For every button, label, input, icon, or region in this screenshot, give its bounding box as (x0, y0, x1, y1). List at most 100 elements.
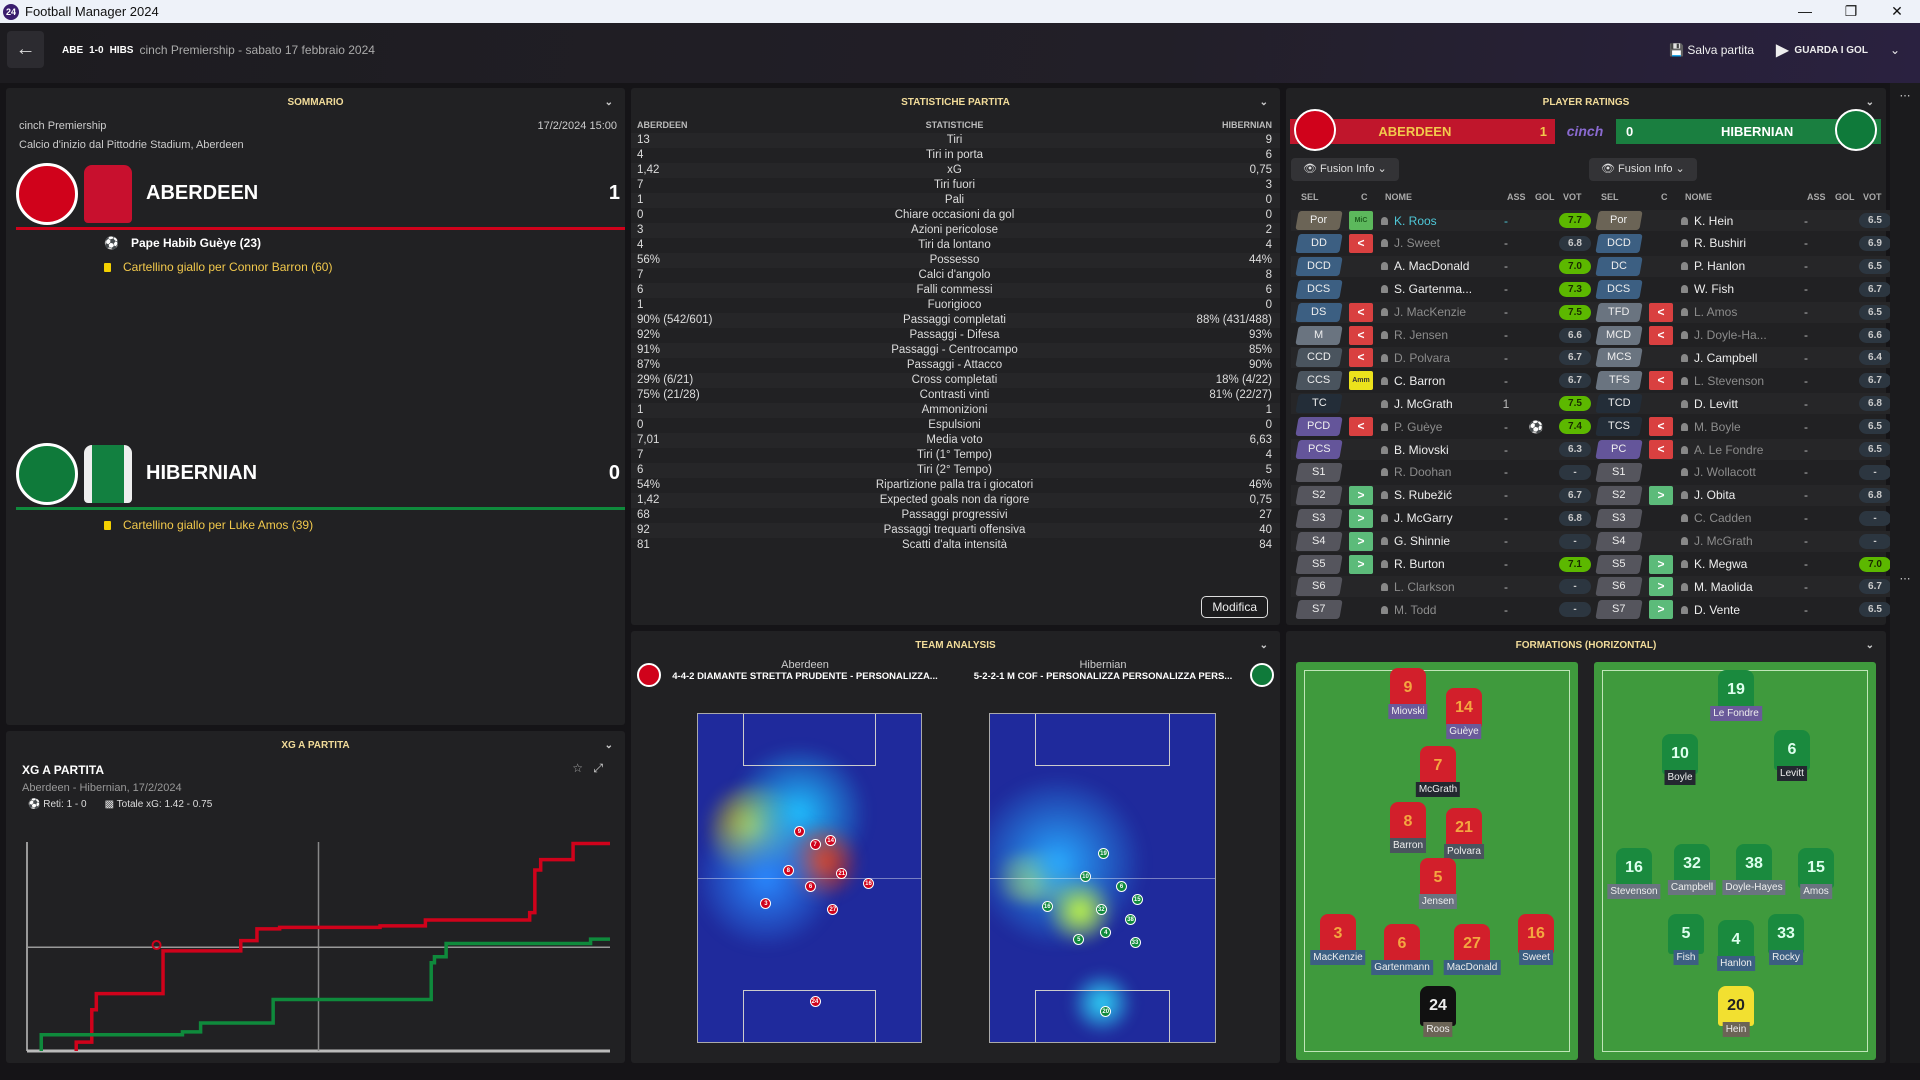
player-name[interactable]: K. Hein (1681, 214, 1793, 228)
player-name[interactable]: D. Levitt (1681, 397, 1793, 411)
player-name[interactable]: M. Todd (1381, 603, 1493, 617)
player-name[interactable]: L. Amos (1681, 305, 1793, 319)
player-name[interactable]: A. MacDonald (1381, 259, 1493, 273)
formation-player[interactable]: 6 Gartenmann (1371, 924, 1433, 975)
formation-player[interactable]: 32 Campbell (1662, 844, 1722, 895)
player-name[interactable]: B. Miovski (1381, 443, 1493, 457)
formation-player[interactable]: 4 Hanlon (1706, 920, 1766, 971)
player-name[interactable]: J. Sweet (1381, 236, 1493, 250)
player-row[interactable]: DC P. Hanlon - 6.5 (1591, 255, 1891, 277)
player-row[interactable]: DCD A. MacDonald - 7.0 (1291, 255, 1591, 277)
col-gol[interactable]: GOL (1535, 192, 1555, 202)
player-row[interactable]: CCS Amm C. Barron - 6.7 (1291, 370, 1591, 391)
minimize-icon[interactable]: — (1798, 3, 1812, 19)
player-name[interactable]: R. Bushiri (1681, 236, 1793, 250)
chevron-down-icon[interactable]: ⌄ (1865, 640, 1874, 651)
formation-player[interactable]: 5 Jensen (1408, 858, 1468, 909)
edit-button[interactable]: Modifica (1201, 596, 1268, 618)
player-row[interactable]: TCS < M. Boyle - 6.5 (1591, 416, 1891, 437)
player-row[interactable]: TC J. McGrath 1 7.5 (1291, 393, 1591, 415)
col-c[interactable]: C (1661, 192, 1668, 202)
player-row[interactable]: S6 L. Clarkson - - (1291, 576, 1591, 598)
save-match-button[interactable]: 💾 Salva partita (1669, 43, 1754, 57)
formation-player[interactable]: 33 Rocky (1756, 914, 1816, 965)
player-row[interactable]: S1 R. Doohan - - (1291, 462, 1591, 483)
player-name[interactable]: D. Vente (1681, 603, 1793, 617)
formation-player[interactable]: 16 Sweet (1506, 914, 1566, 965)
player-name[interactable]: J. Doyle-Ha... (1681, 328, 1793, 342)
formation-player[interactable]: 10 Boyle (1650, 734, 1710, 785)
col-ass[interactable]: ASS (1507, 192, 1526, 202)
player-row[interactable]: DCS W. Fish - 6.7 (1591, 279, 1891, 300)
player-row[interactable]: MCS J. Campbell - 6.4 (1591, 347, 1891, 369)
player-name[interactable]: P. Hanlon (1681, 259, 1793, 273)
chevron-down-icon[interactable]: ⌄ (1865, 97, 1874, 108)
watch-goals-button[interactable]: ▶ GUARDA I GOL (1776, 40, 1868, 60)
col-vot[interactable]: VOT (1863, 192, 1882, 202)
formation-player[interactable]: 27 MacDonald (1442, 924, 1502, 975)
fusion-info-dropdown-home[interactable]: 👁 Fusion Info ⌄ (1291, 158, 1399, 181)
star-icon[interactable]: ☆ (572, 761, 583, 775)
maximize-icon[interactable]: ❐ (1844, 3, 1858, 19)
formation-player[interactable]: 6 Levitt (1762, 730, 1822, 781)
player-row[interactable]: S7 > D. Vente - 6.5 (1591, 599, 1891, 620)
player-row[interactable]: DS < J. MacKenzie - 7.5 (1291, 301, 1591, 323)
player-name[interactable]: A. Le Fondre (1681, 443, 1793, 457)
player-name[interactable]: J. Campbell (1681, 351, 1793, 365)
player-row[interactable]: S7 M. Todd - - (1291, 599, 1591, 620)
more-icon[interactable]: ⋯ (1899, 573, 1911, 585)
player-name[interactable]: M. Maolida (1681, 580, 1793, 594)
formation-player[interactable]: 20 Hein (1706, 986, 1766, 1037)
player-row[interactable]: DD < J. Sweet - 6.8 (1291, 233, 1591, 254)
player-row[interactable]: PCS B. Miovski - 6.3 (1291, 439, 1591, 460)
player-name[interactable]: J. McGarry (1381, 511, 1493, 525)
player-name[interactable]: S. Gartenma... (1381, 282, 1493, 296)
player-row[interactable]: M < R. Jensen - 6.6 (1291, 325, 1591, 346)
player-row[interactable]: Por K. Hein - 6.5 (1591, 210, 1891, 231)
player-name[interactable]: R. Burton (1381, 557, 1493, 571)
player-row[interactable]: TFS < L. Stevenson - 6.7 (1591, 370, 1891, 391)
player-name[interactable]: J. McGrath (1681, 534, 1793, 548)
chevron-down-icon[interactable]: ⌄ (1259, 97, 1268, 108)
player-name[interactable]: J. McGrath (1381, 397, 1493, 411)
formation-player[interactable]: 16 Stevenson (1604, 848, 1664, 899)
player-row[interactable]: PCD < P. Guèye - ⚽ 7.4 (1291, 416, 1591, 437)
player-row[interactable]: S2 > S. Rubežić - 6.7 (1291, 484, 1591, 506)
player-name[interactable]: L. Clarkson (1381, 580, 1493, 594)
formation-player[interactable]: 14 Guèye (1434, 688, 1494, 739)
player-row[interactable]: DCD R. Bushiri - 6.9 (1591, 233, 1891, 254)
player-row[interactable]: S3 C. Cadden - - (1591, 508, 1891, 529)
fusion-info-dropdown-away[interactable]: 👁 Fusion Info ⌄ (1589, 158, 1697, 181)
player-row[interactable]: S5 > K. Megwa - 7.0 (1591, 554, 1891, 575)
col-nome[interactable]: NOME (1385, 192, 1412, 202)
formation-player[interactable]: 9 Miovski (1378, 668, 1438, 719)
player-name[interactable]: G. Shinnie (1381, 534, 1493, 548)
player-row[interactable]: S4 > G. Shinnie - - (1291, 530, 1591, 552)
player-row[interactable]: MCD < J. Doyle-Ha... - 6.6 (1591, 325, 1891, 346)
close-icon[interactable]: ✕ (1891, 3, 1903, 19)
col-sel[interactable]: SEL (1301, 192, 1319, 202)
chevron-down-icon[interactable]: ⌄ (1889, 43, 1900, 57)
formation-player[interactable]: 38 Doyle-Hayes (1722, 844, 1786, 895)
player-name[interactable]: L. Stevenson (1681, 374, 1793, 388)
player-name[interactable]: K. Roos (1381, 214, 1493, 228)
back-button[interactable]: ← (7, 31, 44, 68)
col-nome[interactable]: NOME (1685, 192, 1712, 202)
player-name[interactable]: M. Boyle (1681, 420, 1793, 434)
formation-player[interactable]: 3 MacKenzie (1308, 914, 1368, 965)
player-row[interactable]: S4 J. McGrath - - (1591, 530, 1891, 552)
player-name[interactable]: J. Obita (1681, 488, 1793, 502)
player-row[interactable]: S6 > M. Maolida - 6.7 (1591, 576, 1891, 598)
col-sel[interactable]: SEL (1601, 192, 1619, 202)
player-name[interactable]: J. Wollacott (1681, 465, 1793, 479)
player-name[interactable]: J. MacKenzie (1381, 305, 1493, 319)
more-icon[interactable]: ⋯ (1899, 90, 1911, 102)
player-row[interactable]: CCD < D. Polvara - 6.7 (1291, 347, 1591, 369)
formation-player[interactable]: 8 Barron (1378, 802, 1438, 853)
player-row[interactable]: PC < A. Le Fondre - 6.5 (1591, 439, 1891, 460)
formation-player[interactable]: 15 Amos (1786, 848, 1846, 899)
player-name[interactable]: R. Jensen (1381, 328, 1493, 342)
player-name[interactable]: C. Barron (1381, 374, 1493, 388)
away-tactic[interactable]: Hibernian 5-2-2-1 M COF - PERSONALIZZA P… (965, 659, 1241, 682)
player-row[interactable]: Por MiC K. Roos - 7.7 (1291, 210, 1591, 231)
